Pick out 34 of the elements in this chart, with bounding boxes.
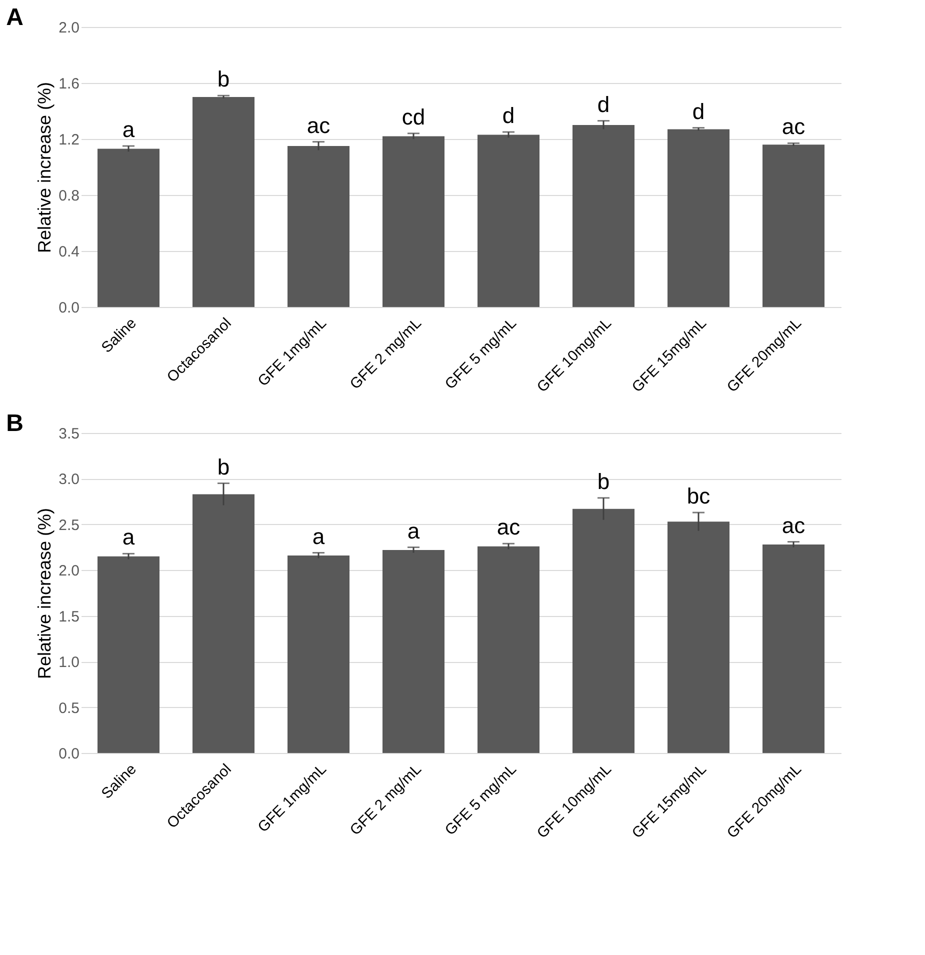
y-axis-title: Relative increase (%) [34, 508, 55, 680]
annotation: a [312, 524, 326, 549]
annotation: b [217, 66, 230, 92]
annotation: ac [782, 512, 806, 538]
annotation: a [122, 524, 136, 550]
y-tick-label: 1.6 [58, 76, 80, 92]
annotation: a [407, 518, 420, 544]
annotation: b [217, 454, 230, 480]
annotation: ac [306, 112, 330, 138]
annotation: ac [782, 114, 806, 140]
y-axis-title: Relative increase (%) [34, 82, 55, 254]
y-tick-label: 2.0 [58, 562, 80, 580]
y-tick-label: 1.2 [58, 132, 80, 148]
y-tick-label: 1.5 [58, 608, 80, 626]
annotation: a [122, 117, 136, 142]
y-tick-label: 3.0 [58, 471, 80, 488]
y-tick-label: 3.5 [58, 426, 80, 442]
y-tick-label: 1.0 [58, 654, 80, 672]
annotation: d [502, 103, 515, 128]
annotation: b [597, 468, 610, 494]
y-tick-label: 0.0 [58, 746, 80, 762]
y-tick-label: 2.5 [58, 516, 80, 534]
y-tick-label: 0.8 [58, 188, 80, 204]
y-tick-label: 0.4 [58, 244, 80, 260]
annotation: ac [496, 514, 520, 540]
y-tick-label: 2.0 [58, 20, 80, 36]
annotation: d [692, 98, 705, 124]
y-tick-label: 0.5 [58, 700, 80, 717]
chart-title: A [6, 4, 24, 31]
chart-title: B [6, 410, 24, 437]
annotation: d [597, 92, 610, 117]
annotation: bc [686, 484, 710, 509]
y-tick-label: 0.0 [58, 300, 80, 316]
annotation: cd [402, 104, 426, 130]
